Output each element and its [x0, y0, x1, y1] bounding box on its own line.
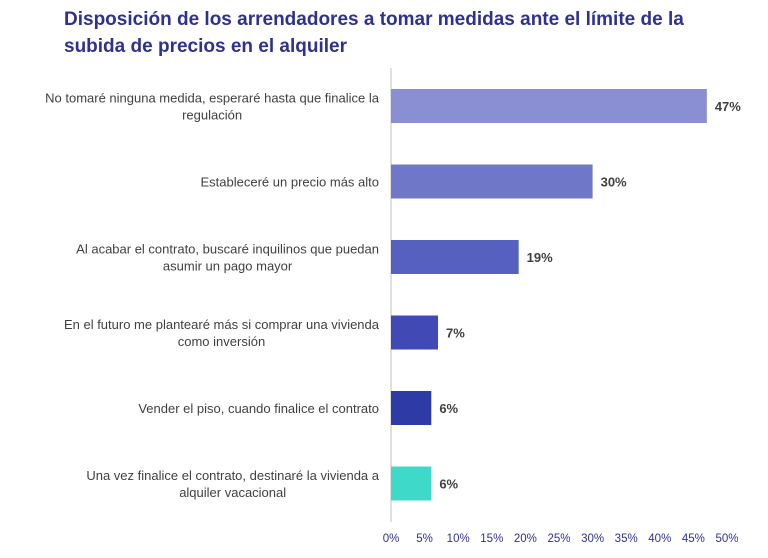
chart-title-line-2: subida de precios en el alquiler [64, 36, 347, 57]
category-label-3-line-1: Al acabar el contrato, buscaré inquilino… [76, 242, 379, 257]
category-label-1: No tomaré ninguna medida, esperaré hasta… [45, 91, 380, 123]
value-label-3: 19% [527, 250, 553, 265]
value-label-6: 6% [439, 477, 458, 492]
bar-3 [391, 240, 519, 274]
category-label-4: En el futuro me plantearé más si comprar… [64, 317, 380, 349]
x-tick-label-5: 5% [416, 533, 433, 545]
bar-1 [391, 89, 707, 123]
category-label-5: Vender el piso, cuando finalice el contr… [138, 401, 379, 416]
category-label-6-line-1: Una vez finalice el contrato, destinaré … [86, 468, 379, 483]
category-label-3-line-2: asumir un pago mayor [163, 259, 293, 274]
chart-title-line-1: Disposición de los arrendadores a tomar … [64, 9, 684, 30]
bar-5 [391, 391, 432, 425]
bar-2 [391, 164, 593, 199]
category-label-4-line-1: En el futuro me plantearé más si comprar… [64, 317, 380, 332]
x-tick-label-10: 10% [447, 533, 470, 545]
x-tick-label-0: 0% [383, 533, 400, 545]
category-label-1-line-2: regulación [182, 108, 242, 123]
x-tick-label-15: 15% [480, 533, 503, 545]
value-label-1: 47% [715, 99, 741, 114]
chart-title: Disposición de los arrendadores a tomar … [64, 6, 704, 60]
value-label-5: 6% [439, 401, 458, 416]
category-label-3: Al acabar el contrato, buscaré inquilino… [76, 242, 379, 274]
category-label-6-line-2: alquiler vacacional [179, 485, 286, 500]
value-label-2: 30% [601, 175, 627, 190]
x-tick-label-45: 45% [682, 533, 705, 545]
category-label-2: Estableceré un precio más alto [201, 175, 379, 190]
x-tick-label-25: 25% [547, 533, 570, 545]
value-label-4: 7% [446, 326, 465, 341]
x-tick-label-30: 30% [581, 533, 604, 545]
category-label-2-line-1: Estableceré un precio más alto [201, 175, 379, 190]
bar-6 [391, 466, 432, 501]
x-tick-label-40: 40% [648, 533, 671, 545]
category-label-5-line-1: Vender el piso, cuando finalice el contr… [138, 401, 379, 416]
x-tick-label-20: 20% [514, 533, 537, 545]
category-label-6: Una vez finalice el contrato, destinaré … [86, 468, 379, 500]
category-label-1-line-1: No tomaré ninguna medida, esperaré hasta… [45, 91, 380, 106]
x-tick-label-35: 35% [615, 533, 638, 545]
category-label-4-line-2: como inversión [178, 334, 265, 349]
x-tick-label-50: 50% [715, 533, 738, 545]
bar-4 [391, 315, 439, 350]
